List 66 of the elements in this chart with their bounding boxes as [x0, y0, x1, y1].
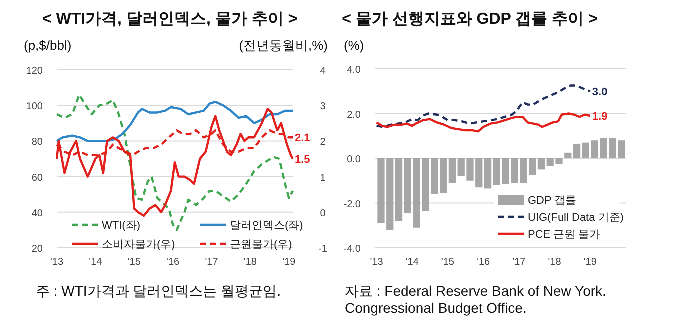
text: 자료 : Federal Reserve Bank of New York. — [345, 283, 606, 299]
y2-tick-label: 4 — [320, 66, 326, 77]
y2-tick-label: 3 — [320, 102, 326, 113]
data-label: 1.5 — [295, 154, 310, 166]
y-axis-title: (%) — [344, 38, 364, 53]
y-tick-label: 20 — [32, 244, 44, 255]
x-tick-label: '18 — [244, 257, 258, 268]
x-tick-label: '15 — [128, 257, 142, 268]
x-tick-label: '18 — [548, 257, 562, 268]
chart-title: < WTI가격, 달러인덱스, 물가 추이 > — [42, 11, 298, 28]
y2-tick-label: 2 — [320, 137, 326, 148]
bar — [528, 158, 536, 176]
x-tick-label: '17 — [205, 257, 219, 268]
y-tick-label: 120 — [26, 66, 44, 77]
data-label: 1.9 — [592, 110, 608, 123]
line-series — [56, 100, 294, 142]
x-tick-label: '13 — [50, 257, 64, 268]
bar — [404, 158, 412, 214]
line-series — [376, 112, 592, 133]
y-axis-title: (p,$/bbl) — [24, 38, 72, 53]
x-tick-label: '15 — [441, 257, 455, 268]
legend-label: WTI(좌) — [102, 220, 140, 232]
text: 주 : WTI가격과 달러인덱스는 월평균임. — [36, 283, 281, 299]
bar — [440, 158, 448, 194]
line-series — [56, 108, 294, 218]
x-tick-label: '14 — [89, 257, 103, 268]
y-tick-label: 0.0 — [347, 154, 362, 166]
y-tick-label: 100 — [26, 102, 44, 113]
x-tick-label: '16 — [166, 257, 180, 268]
x-tick-label: '17 — [512, 257, 526, 268]
bar — [573, 144, 581, 158]
bar — [395, 158, 403, 222]
y-tick-label: 60 — [32, 172, 44, 184]
bar — [484, 158, 492, 189]
bar — [582, 142, 590, 158]
bar — [448, 158, 456, 184]
x-tick-label: '13 — [370, 257, 384, 268]
bar — [618, 140, 626, 158]
line-series — [376, 84, 592, 128]
data-label: 2.1 — [295, 132, 310, 145]
legend-label: GDP 갭률 — [528, 195, 577, 207]
y-tick-label: 2.0 — [347, 110, 362, 121]
x-tick-label: '19 — [584, 257, 598, 268]
y-tick-label: -2.0 — [344, 199, 362, 210]
legend-label: 소비자물가(우) — [102, 239, 176, 251]
text: Congressional Budget Office. — [345, 300, 527, 316]
y2-tick-label: 1 — [320, 172, 326, 184]
legend-label: 달러인덱스(좌) — [230, 220, 304, 232]
y-tick-label: 80 — [32, 137, 44, 148]
legend-label: PCE 근원 물가 — [528, 229, 601, 241]
legend-label: 근원물가(우) — [230, 239, 292, 251]
bar — [538, 158, 546, 170]
y-tick-label: 4.0 — [347, 65, 362, 76]
x-tick-label: '19 — [282, 257, 296, 268]
chart-title: < 물가 선행지표와 GDP 갭률 추이 > — [342, 11, 598, 28]
x-tick-label: '16 — [477, 257, 491, 268]
bar — [493, 158, 500, 186]
legend-label: UIG(Full Data 기준) — [528, 212, 624, 224]
y2-axis-title: (전년동월비,%) — [239, 38, 328, 53]
y-tick-label: 40 — [32, 208, 44, 220]
y2-tick-label: 0 — [320, 208, 326, 220]
y2-tick-label: -1 — [318, 244, 328, 255]
x-tick-label: '14 — [406, 257, 420, 268]
data-label: 3.0 — [592, 86, 608, 98]
y-tick-label: -4.0 — [344, 244, 362, 255]
bar — [564, 152, 572, 158]
